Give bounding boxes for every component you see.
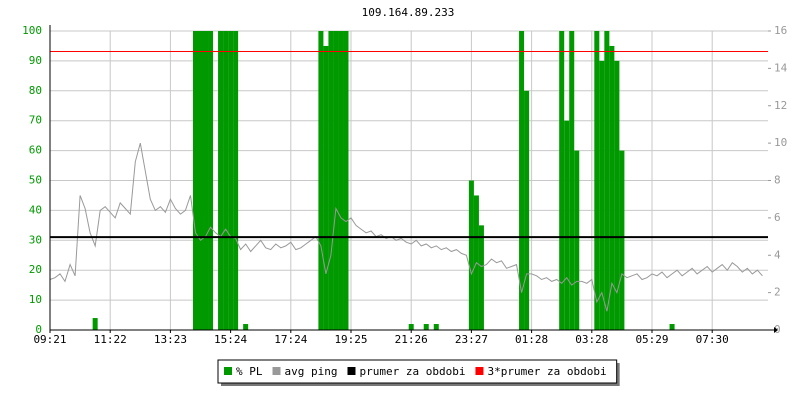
y2-tick-label: 6 — [774, 211, 781, 224]
y2-tick-label: 10 — [774, 136, 787, 149]
pl-bar — [619, 150, 625, 330]
y2-tick-label: 14 — [774, 61, 788, 74]
legend-swatch — [347, 367, 356, 375]
y-tick-label: 20 — [29, 263, 42, 276]
pl-bar — [92, 318, 98, 330]
x-tick-label: 15:24 — [214, 333, 247, 346]
pl-bar — [192, 31, 198, 330]
y-tick-label: 60 — [29, 144, 42, 157]
pl-bar — [203, 31, 209, 330]
x-tick-label: 23:27 — [455, 333, 488, 346]
y-tick-label: 40 — [29, 203, 42, 216]
pl-bar — [594, 31, 600, 330]
pl-bar — [328, 31, 334, 330]
pl-bar — [228, 31, 234, 330]
pl-bar — [243, 324, 249, 330]
x-tick-label: 17:24 — [274, 333, 307, 346]
ping-line — [49, 142, 763, 312]
x-tick-label: 07:30 — [696, 333, 729, 346]
y2-tick-label: 12 — [774, 99, 787, 112]
x-tick-label: 11:22 — [94, 333, 127, 346]
x-tick-label: 21:26 — [395, 333, 428, 346]
pl-bar — [233, 31, 239, 330]
legend-label: avg ping — [285, 365, 338, 378]
legend-swatch — [272, 367, 281, 375]
legend-swatch — [224, 367, 232, 375]
pl-bar — [208, 31, 214, 330]
x-tick-label: 03:28 — [575, 333, 608, 346]
y-tick-label: 50 — [29, 174, 42, 187]
x-tick-label: 09:21 — [33, 333, 66, 346]
x-tick-label: 13:23 — [154, 333, 187, 346]
pl-bar — [559, 31, 565, 330]
x-tick-label: 19:25 — [334, 333, 367, 346]
pl-bar — [524, 90, 530, 330]
pl-bar — [408, 324, 414, 330]
pl-bar — [468, 180, 474, 330]
y-tick-label: 80 — [29, 84, 42, 97]
pl-bar — [333, 31, 339, 330]
pl-bar — [609, 45, 615, 330]
pl-bar — [343, 31, 349, 330]
pl-bar — [478, 225, 484, 330]
legend-label: % PL — [236, 365, 263, 378]
legend-label: prumer za obdobi — [359, 365, 465, 378]
y-tick-label: 70 — [29, 114, 42, 127]
y2-tick-label: 8 — [774, 174, 781, 187]
y-tick-label: 10 — [29, 293, 42, 306]
pl-bar — [433, 324, 439, 330]
pl-bar — [599, 60, 605, 331]
pl-bar — [338, 31, 344, 330]
x-axis-arrow — [774, 327, 778, 333]
pl-bar — [423, 324, 429, 330]
legend-swatch — [475, 367, 484, 375]
pl-bar — [223, 31, 229, 330]
pl-bar — [318, 31, 324, 330]
y-tick-label: 90 — [29, 54, 42, 67]
plot — [49, 31, 768, 331]
pl-bar — [519, 31, 525, 330]
pl-bar — [604, 31, 610, 330]
pl-bar — [669, 324, 675, 330]
pl-bar — [218, 31, 224, 330]
legend-box — [217, 359, 618, 384]
y-tick-label: 30 — [29, 233, 42, 246]
x-tick-label: 05:29 — [635, 333, 668, 346]
legend-label: 3*prumer za obdobi — [487, 365, 606, 378]
y2-tick-label: 4 — [774, 248, 781, 261]
y-tick-label: 0 — [35, 323, 42, 336]
pl-bar — [574, 150, 580, 330]
pl-bar — [614, 60, 620, 331]
y2-tick-label: 2 — [774, 286, 781, 299]
x-tick-label: 01:28 — [515, 333, 548, 346]
pl-bar — [564, 120, 570, 330]
pl-bar — [323, 45, 329, 330]
legend: % PL avg ping prumer za obdobi 3*prumer za … — [217, 359, 620, 386]
y2-tick-label: 16 — [774, 24, 787, 37]
pl-bar — [197, 31, 204, 330]
pl-bar — [569, 31, 575, 330]
y-tick-label: 100 — [22, 24, 42, 37]
chart-title: 109.164.89.233 — [362, 6, 455, 19]
